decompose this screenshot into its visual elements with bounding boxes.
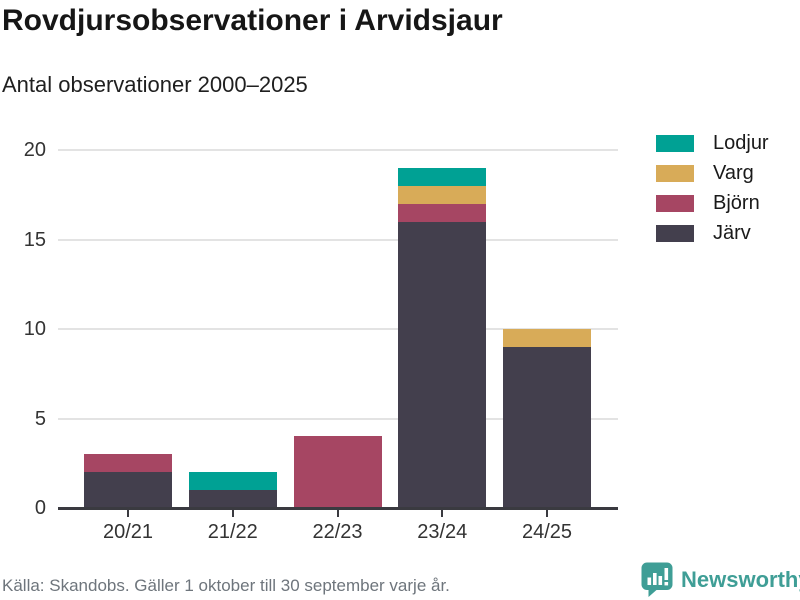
y-axis-tick-label: 5	[34, 407, 46, 430]
bar-segment-järv	[84, 472, 172, 508]
gridline	[58, 149, 618, 151]
gridline	[58, 238, 618, 241]
y-axis-tick-label: 0	[34, 497, 46, 519]
bar-segment-järv	[188, 490, 277, 508]
x-axis-tick-label: 23/24	[417, 521, 468, 543]
newsworthy-icon	[641, 562, 673, 597]
gridline	[58, 417, 618, 420]
legend-swatch	[656, 165, 694, 182]
x-axis-tick-label: 24/25	[521, 521, 573, 543]
bar-segment-lodjur	[188, 472, 277, 491]
legend-label: Lodjur	[713, 132, 769, 154]
y-axis-tick-label: 15	[23, 228, 46, 251]
bar-segment-björn	[84, 454, 172, 473]
legend-swatch	[656, 135, 694, 152]
legend-item-järv: Järv	[656, 222, 769, 244]
x-axis-tick-label: 21/22	[207, 521, 258, 543]
bar-segment-järv	[398, 221, 487, 508]
x-axis-tick-label: 20/21	[102, 521, 154, 543]
legend-label: Varg	[713, 162, 754, 184]
y-axis-tick-label: 10	[23, 318, 46, 340]
chart-title: Rovdjursobservationer i Arvidsjaur	[2, 4, 503, 37]
bar-segment-björn	[398, 203, 487, 222]
y-axis-tick-label: 20	[23, 139, 46, 161]
x-axis-tick-label: 22/23	[312, 521, 363, 543]
bar-segment-varg	[398, 185, 487, 204]
x-axis-tick	[336, 510, 339, 517]
x-axis-tick	[127, 510, 129, 517]
bar-segment-varg	[503, 329, 591, 347]
legend-item-lodjur: Lodjur	[656, 132, 769, 154]
legend-item-varg: Varg	[656, 162, 769, 184]
legend-swatch	[656, 195, 694, 212]
newsworthy-logo: Newsworthy	[640, 561, 800, 598]
x-axis-tick	[231, 510, 234, 517]
chart-subtitle: Antal observationer 2000–2025	[2, 72, 308, 97]
x-axis-tick	[441, 510, 444, 517]
newsworthy-wordmark: Newsworthy	[681, 566, 800, 592]
bar-segment-björn	[293, 436, 382, 508]
legend-swatch	[656, 225, 694, 242]
legend-item-björn: Björn	[656, 192, 769, 214]
legend: Lodjur Varg Björn Järv	[656, 132, 769, 255]
source-note: Källa: Skandobs. Gäller 1 oktober till 3…	[2, 576, 450, 595]
legend-label: Björn	[713, 192, 760, 214]
bar-segment-lodjur	[398, 167, 487, 186]
x-axis-tick	[546, 510, 548, 517]
bar-segment-järv	[503, 346, 591, 508]
legend-label: Järv	[713, 222, 751, 244]
gridline	[58, 328, 618, 330]
x-axis-line	[58, 507, 618, 510]
